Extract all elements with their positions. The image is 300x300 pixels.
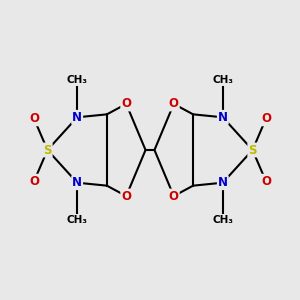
Text: O: O	[169, 98, 179, 110]
Text: CH₃: CH₃	[67, 215, 88, 225]
Text: N: N	[72, 176, 82, 189]
Text: CH₃: CH₃	[212, 75, 233, 85]
Text: O: O	[121, 98, 131, 110]
Text: O: O	[29, 175, 39, 188]
Text: O: O	[29, 112, 39, 125]
Text: S: S	[43, 143, 52, 157]
Text: N: N	[218, 111, 228, 124]
Text: N: N	[72, 111, 82, 124]
Text: O: O	[169, 190, 179, 202]
Text: N: N	[218, 176, 228, 189]
Text: O: O	[261, 112, 271, 125]
Text: S: S	[248, 143, 257, 157]
Text: CH₃: CH₃	[212, 215, 233, 225]
Text: O: O	[121, 190, 131, 202]
Text: CH₃: CH₃	[67, 75, 88, 85]
Text: O: O	[261, 175, 271, 188]
